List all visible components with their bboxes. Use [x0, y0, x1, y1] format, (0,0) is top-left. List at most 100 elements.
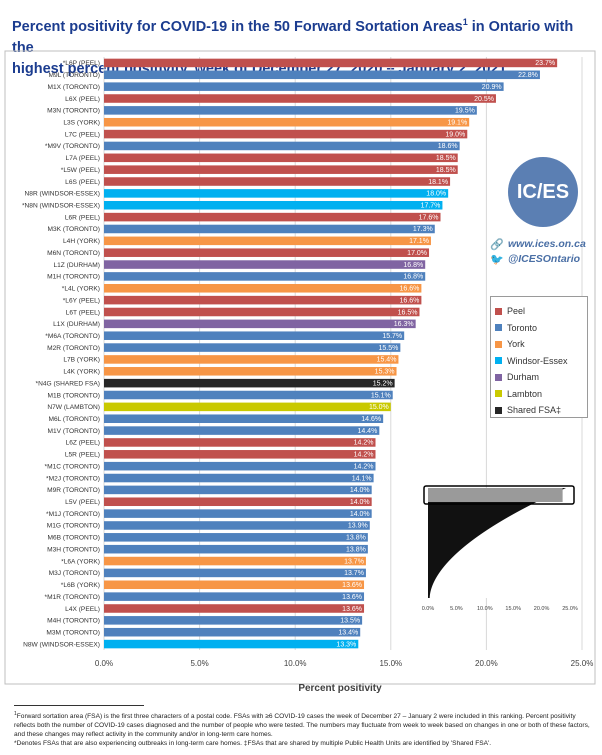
category-label: L4X (PEEL)	[65, 606, 100, 613]
data-label: 17.7%	[421, 203, 441, 210]
category-label: N7W (LAMBTON)	[47, 404, 100, 411]
bar	[104, 248, 430, 257]
bar	[104, 426, 380, 435]
category-label: M6B (TORONTO)	[47, 535, 100, 542]
legend-item-lambton: Lambton	[491, 386, 587, 403]
footnote-1: 1Forward sortation area (FSA) is the fir…	[14, 710, 592, 739]
bar	[104, 295, 422, 305]
data-label: 14.0%	[350, 511, 370, 518]
category-label: *M9V (TORONTO)	[45, 143, 100, 150]
data-label: 16.3%	[394, 321, 414, 328]
category-label: L6Z (PEEL)	[66, 440, 100, 447]
data-label: 16.5%	[398, 309, 418, 316]
data-label: 14.0%	[350, 499, 370, 506]
x-tick-label: 0.0%	[95, 659, 113, 668]
bar	[104, 106, 477, 115]
x-tick-label: 5.0%	[190, 659, 208, 668]
legend-label: Toronto	[507, 322, 538, 333]
bar	[104, 212, 441, 222]
data-label: 20.9%	[482, 84, 502, 91]
legend: Peel Toronto York Windsor-Essex Durham L…	[490, 296, 588, 418]
data-label: 15.3%	[375, 369, 395, 376]
category-label: L5R (PEEL)	[65, 452, 100, 459]
title-line1-prefix: Percent positivity for COVID-19 in the 5…	[12, 18, 463, 35]
category-label: *L4L (YORK)	[62, 286, 100, 293]
legend-item-peel: Peel	[491, 303, 587, 320]
data-label: 18.5%	[436, 167, 456, 174]
inset-distribution	[428, 488, 567, 598]
data-label: 13.8%	[346, 535, 366, 542]
twitter-handle[interactable]: @ICESOntario	[508, 253, 581, 265]
bar	[104, 236, 431, 246]
legend-swatch	[495, 357, 502, 365]
category-label: L6X (PEEL)	[65, 96, 100, 103]
x-axis-label: Percent positivity	[298, 683, 382, 694]
footnote-2: *Denotes FSAs that are also experiencing…	[14, 740, 492, 748]
bar	[104, 189, 449, 198]
footnote-1-marker: 1	[14, 711, 17, 717]
legend-label: Durham	[507, 372, 540, 383]
data-label: 20.5%	[474, 96, 494, 103]
bar	[104, 473, 374, 483]
bar	[104, 141, 460, 151]
link-icon: 🔗	[490, 239, 504, 251]
inset-x-tick-label: 10.0%	[477, 606, 493, 612]
bar	[104, 200, 443, 210]
bar	[104, 70, 540, 80]
bar	[104, 568, 366, 578]
data-label: 15.7%	[382, 333, 402, 340]
category-label: *M1C (TORONTO)	[45, 463, 100, 470]
data-label: 16.8%	[403, 262, 423, 269]
legend-label: Lambton	[507, 388, 543, 399]
data-label: 14.2%	[354, 463, 374, 470]
bar	[104, 592, 365, 601]
bar	[104, 509, 372, 518]
category-label: M6L (TORONTO)	[48, 416, 100, 423]
bar	[104, 331, 405, 340]
bar	[104, 604, 365, 613]
category-label: M3H (TORONTO)	[47, 546, 100, 553]
data-label: 18.1%	[428, 179, 448, 186]
category-label: *L6A (YORK)	[61, 558, 100, 565]
bar	[104, 307, 420, 317]
bar	[104, 82, 504, 91]
category-label: L1X (DURHAM)	[53, 321, 100, 328]
legend-swatch	[495, 406, 502, 414]
data-label: 14.0%	[350, 487, 370, 494]
category-label: M1H (TORONTO)	[47, 274, 100, 281]
data-label: 16.6%	[400, 286, 420, 293]
data-label: 15.1%	[371, 392, 391, 399]
title-line1-suffix: in Ontario with the	[12, 18, 574, 56]
legend-item-toronto: Toronto	[491, 320, 587, 337]
data-label: 13.3%	[336, 641, 356, 648]
category-label: L4K (YORK)	[63, 369, 100, 376]
data-label: 17.3%	[413, 226, 433, 233]
bar	[104, 639, 359, 649]
data-label: 13.8%	[346, 546, 366, 553]
bar	[104, 450, 376, 459]
category-label: *N4G (SHARED FSA)	[36, 380, 100, 387]
data-label: 14.2%	[354, 440, 374, 447]
bar	[104, 319, 416, 329]
data-label: 15.0%	[369, 404, 389, 411]
legend-item-durham: Durham	[491, 369, 587, 386]
x-tick-label: 10.0%	[284, 659, 307, 668]
category-label: M3J (TORONTO)	[49, 570, 100, 577]
data-label: 17.0%	[407, 250, 427, 257]
bar	[104, 580, 365, 590]
bar	[104, 284, 422, 293]
bar	[104, 272, 426, 281]
bar	[104, 627, 361, 637]
category-label: M9R (TORONTO)	[47, 487, 100, 494]
category-label: M1B (TORONTO)	[47, 392, 100, 399]
category-label: *L6B (YORK)	[61, 582, 100, 589]
category-label: M3K (TORONTO)	[47, 226, 100, 233]
category-label: L4H (YORK)	[63, 238, 100, 245]
website-link[interactable]: www.ices.on.ca	[508, 238, 586, 250]
data-label: 13.9%	[348, 523, 368, 530]
legend-swatch	[495, 307, 502, 315]
category-label: L6T (PEEL)	[66, 309, 100, 316]
footnote-divider	[14, 705, 144, 706]
data-label: 13.5%	[340, 618, 360, 625]
category-label: L1Z (DURHAM)	[53, 262, 100, 269]
